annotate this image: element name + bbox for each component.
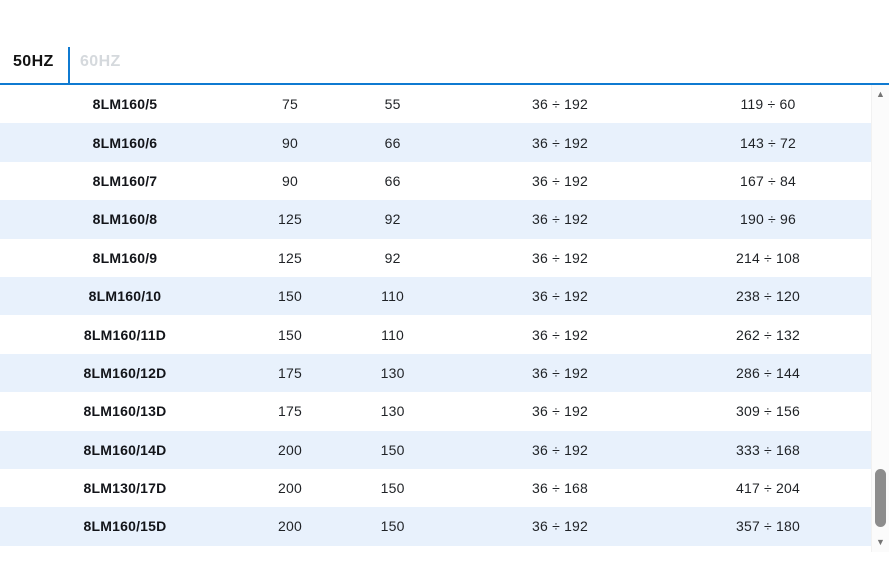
value-cell: 200	[278, 518, 303, 535]
model-cell: 8LM160/9	[92, 249, 158, 266]
tab-50hz[interactable]: 50HZ	[13, 53, 54, 70]
table-row: 8LM160/11D 150 110 36 ÷ 192 262 ÷ 132	[0, 315, 871, 354]
value-cell: 150	[380, 518, 405, 535]
value-cell: 36 ÷ 192	[532, 249, 589, 266]
value-cell: 167 ÷ 84	[739, 172, 796, 189]
table-row: 8LM160/12D 175 130 36 ÷ 192 286 ÷ 144	[0, 353, 871, 393]
value-cell: 417 ÷ 204	[735, 480, 800, 497]
tab-divider	[68, 47, 70, 83]
value-cell: 214 ÷ 108	[735, 249, 800, 266]
table-row: 8LM160/10 150 110 36 ÷ 192 238 ÷ 120	[0, 276, 871, 316]
model-cell: 8LM160/5	[92, 96, 158, 113]
table-row: 8LM160/9 125 92 36 ÷ 192 214 ÷ 108	[0, 238, 871, 277]
model-cell: 8LM160/14D	[83, 441, 167, 458]
value-cell: 125	[278, 211, 303, 228]
value-cell: 36 ÷ 192	[532, 518, 589, 535]
value-cell: 143 ÷ 72	[739, 134, 796, 151]
value-cell: 36 ÷ 168	[532, 480, 589, 497]
model-cell: 8LM160/13D	[83, 403, 167, 420]
value-cell: 36 ÷ 192	[532, 211, 589, 228]
value-cell: 286 ÷ 144	[735, 364, 800, 381]
value-cell: 36 ÷ 192	[532, 441, 589, 458]
value-cell: 262 ÷ 132	[735, 326, 800, 343]
value-cell: 119 ÷ 60	[740, 96, 796, 113]
table-row: 8LM160/6 90 66 36 ÷ 192 143 ÷ 72	[0, 123, 871, 162]
table-row: 8LM160/14D 200 150 36 ÷ 192 333 ÷ 168	[0, 430, 871, 469]
vertical-scrollbar[interactable]: ▲ ▼	[871, 85, 889, 552]
value-cell: 190 ÷ 96	[739, 211, 796, 228]
value-cell: 36 ÷ 192	[532, 288, 589, 305]
scrollbar-thumb[interactable]	[875, 469, 886, 527]
value-cell: 92	[384, 249, 401, 266]
table-row: 8LM160/7 90 66 36 ÷ 192 167 ÷ 84	[0, 161, 871, 201]
value-cell: 175	[278, 403, 303, 420]
table-row: 8LM160/15D 200 150 36 ÷ 192 357 ÷ 180	[0, 507, 871, 546]
value-cell: 357 ÷ 180	[735, 518, 800, 535]
value-cell: 150	[380, 480, 405, 497]
value-cell: 36 ÷ 192	[532, 172, 589, 189]
value-cell: 110	[381, 288, 405, 305]
value-cell: 150	[278, 326, 303, 343]
value-cell: 90	[282, 134, 299, 151]
value-cell: 36 ÷ 192	[532, 403, 589, 420]
tab-60hz[interactable]: 60HZ	[80, 53, 121, 70]
value-cell: 200	[278, 480, 303, 497]
value-cell: 66	[384, 134, 401, 151]
value-cell: 36 ÷ 192	[532, 364, 589, 381]
value-cell: 130	[380, 403, 405, 420]
value-cell: 110	[381, 326, 405, 343]
model-cell: 8LM160/10	[88, 288, 162, 305]
value-cell: 125	[278, 249, 303, 266]
value-cell: 36 ÷ 192	[532, 326, 589, 343]
value-cell: 55	[384, 96, 401, 113]
model-cell: 8LM160/7	[92, 172, 158, 189]
scroll-up-arrow-icon[interactable]: ▲	[876, 89, 885, 99]
value-cell: 130	[380, 364, 405, 381]
table-row: 8LM160/13D 175 130 36 ÷ 192 309 ÷ 156	[0, 392, 871, 431]
value-cell: 200	[278, 441, 303, 458]
table-row: 8LM160/5 75 55 36 ÷ 192 119 ÷ 60	[0, 85, 871, 124]
model-cell: 8LM160/6	[92, 134, 158, 151]
model-cell: 8LM160/12D	[83, 364, 167, 381]
value-cell: 238 ÷ 120	[735, 288, 800, 305]
value-cell: 66	[384, 172, 401, 189]
value-cell: 90	[282, 172, 299, 189]
value-cell: 36 ÷ 192	[532, 96, 589, 113]
table-row: 8LM130/17D 200 150 36 ÷ 168 417 ÷ 204	[0, 468, 871, 508]
tabs-underline	[0, 83, 889, 85]
value-cell: 92	[384, 211, 401, 228]
table-row: 8LM160/8 125 92 36 ÷ 192 190 ÷ 96	[0, 200, 871, 239]
value-cell: 309 ÷ 156	[735, 403, 800, 420]
value-cell: 175	[278, 364, 303, 381]
model-cell: 8LM130/17D	[83, 480, 167, 497]
model-cell: 8LM160/11D	[83, 326, 167, 343]
pump-data-table: 8LM160/5 75 55 36 ÷ 192 119 ÷ 60 8LM160/6 90 66…	[0, 85, 871, 546]
value-cell: 36 ÷ 192	[532, 134, 589, 151]
value-cell: 150	[380, 441, 405, 458]
value-cell: 75	[282, 96, 299, 113]
value-cell: 150	[278, 288, 303, 305]
model-cell: 8LM160/15D	[83, 518, 167, 535]
value-cell: 333 ÷ 168	[735, 441, 800, 458]
model-cell: 8LM160/8	[92, 211, 158, 228]
scroll-down-arrow-icon[interactable]: ▼	[876, 537, 885, 547]
